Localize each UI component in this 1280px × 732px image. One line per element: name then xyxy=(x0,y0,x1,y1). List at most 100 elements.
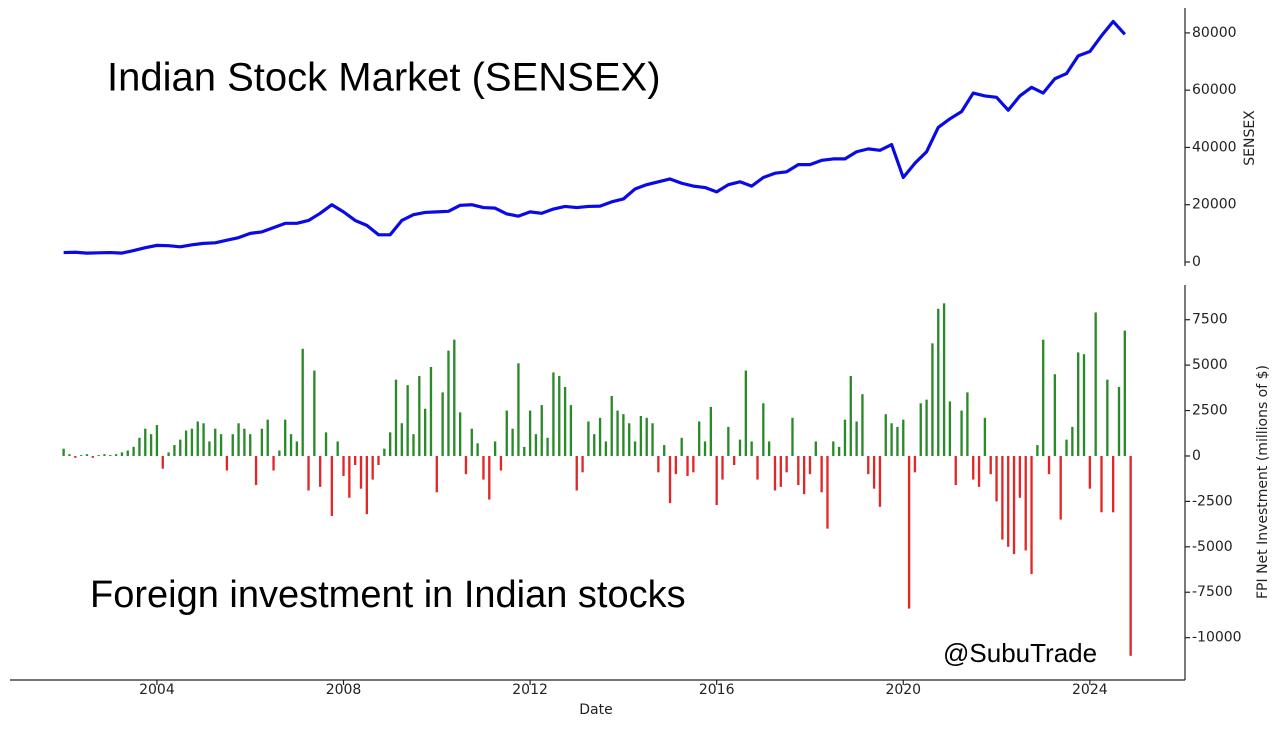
bar xyxy=(668,455,672,504)
bar xyxy=(499,455,503,471)
sensex-line xyxy=(63,19,1127,255)
bar xyxy=(890,423,893,456)
bar xyxy=(902,419,905,456)
bar xyxy=(622,414,625,456)
bar xyxy=(179,439,182,456)
bar xyxy=(383,448,386,456)
bar xyxy=(225,455,229,471)
bar xyxy=(1001,455,1004,540)
bar xyxy=(715,455,718,506)
bar xyxy=(464,455,468,475)
bar xyxy=(750,441,753,456)
bar xyxy=(354,455,357,466)
bar xyxy=(406,385,409,456)
bar xyxy=(814,441,817,456)
bar xyxy=(85,454,89,456)
bar xyxy=(79,455,83,456)
bar xyxy=(942,303,946,456)
bar xyxy=(1036,445,1039,456)
bar xyxy=(202,423,205,456)
bar xyxy=(989,455,992,475)
bar xyxy=(954,455,957,486)
bar xyxy=(184,430,188,456)
bar xyxy=(237,423,240,456)
bar xyxy=(1071,426,1074,456)
bar xyxy=(1123,330,1126,456)
bar xyxy=(709,406,713,456)
bar xyxy=(458,412,462,456)
bar xyxy=(937,308,940,456)
bar xyxy=(721,455,724,480)
bar xyxy=(138,437,141,456)
bar xyxy=(313,370,316,456)
bar xyxy=(762,403,765,456)
bar xyxy=(1129,455,1132,656)
bar xyxy=(266,419,269,456)
bar xyxy=(488,455,491,500)
bar xyxy=(657,455,660,473)
bar xyxy=(703,441,707,456)
bar xyxy=(674,455,678,475)
bar xyxy=(161,455,164,469)
bar xyxy=(540,405,543,456)
bar xyxy=(767,441,771,456)
bar xyxy=(598,417,602,456)
bar xyxy=(849,376,852,456)
bar xyxy=(651,423,654,456)
bar xyxy=(1082,354,1086,456)
bar xyxy=(342,455,345,476)
bar xyxy=(103,454,106,456)
x-tick-label: 2020 xyxy=(885,682,921,698)
bar xyxy=(1106,379,1109,456)
bar xyxy=(628,423,631,456)
annotation: @SubuTrade xyxy=(943,638,1097,668)
bar xyxy=(645,417,648,456)
bar xyxy=(447,350,450,456)
bar xyxy=(453,339,456,456)
bar xyxy=(377,455,380,466)
bar xyxy=(120,452,124,456)
bar xyxy=(861,394,864,456)
bar xyxy=(983,417,987,456)
bar xyxy=(254,455,258,486)
bar xyxy=(91,455,94,458)
bar xyxy=(74,455,77,458)
bar xyxy=(558,376,561,456)
bar xyxy=(324,432,328,456)
bar xyxy=(738,439,742,456)
bar xyxy=(855,421,858,456)
bar xyxy=(616,410,619,456)
bar xyxy=(534,434,538,456)
bar xyxy=(1018,455,1022,498)
bar xyxy=(960,410,963,456)
bar xyxy=(400,423,403,456)
bar xyxy=(563,386,567,456)
bar xyxy=(1117,386,1121,456)
bottom-title: Foreign investment in Indian stocks xyxy=(90,574,686,616)
bar xyxy=(546,437,549,456)
x-tick-label: 2008 xyxy=(326,682,362,698)
bar xyxy=(423,408,427,456)
bar xyxy=(878,455,882,507)
bar xyxy=(610,396,613,456)
bar xyxy=(371,455,374,480)
bar xyxy=(1047,455,1051,475)
y-axis-label: SENSEX xyxy=(1242,110,1258,166)
bar xyxy=(663,445,666,456)
y-tick-label: 0 xyxy=(1192,448,1201,464)
bar xyxy=(1030,455,1033,575)
bar xyxy=(1007,455,1010,547)
bar xyxy=(196,421,199,456)
y-tick-label: 7500 xyxy=(1192,312,1228,328)
bar xyxy=(972,455,975,480)
bar xyxy=(260,428,264,456)
bar xyxy=(155,425,159,456)
bar xyxy=(231,434,234,456)
bar xyxy=(896,426,899,456)
bar xyxy=(744,370,747,456)
bar xyxy=(686,455,689,476)
bar xyxy=(62,448,65,456)
bar xyxy=(692,455,695,473)
bar xyxy=(633,441,637,456)
